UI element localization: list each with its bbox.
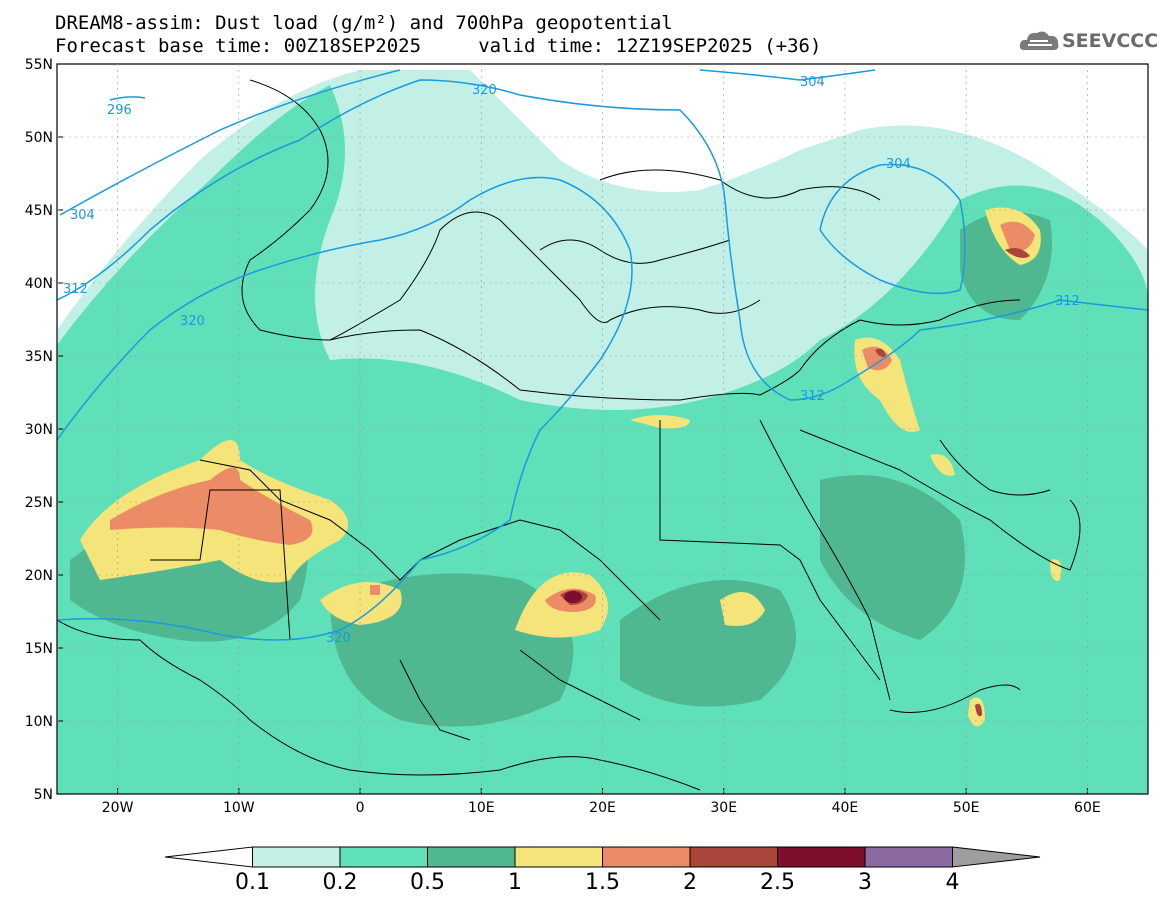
contour-label: 304 xyxy=(800,75,825,90)
lat-label: 35N xyxy=(25,349,53,365)
lon-label: 20E xyxy=(589,800,616,816)
cloud-icon xyxy=(1019,31,1059,50)
logo-text: SEEVCCC xyxy=(1062,30,1159,52)
colorbar-segment xyxy=(952,846,1041,868)
lon-label: 0 xyxy=(356,800,365,816)
colorbar-tick-label: 1 xyxy=(508,870,522,895)
contour-label: 320 xyxy=(180,314,205,329)
lat-label: 40N xyxy=(25,276,53,292)
colorbar-tick-label: 0.1 xyxy=(235,870,270,895)
lat-label: 10N xyxy=(25,714,53,730)
lat-label: 15N xyxy=(25,641,53,657)
colorbar-segment xyxy=(602,846,691,868)
lat-label: 45N xyxy=(25,203,53,219)
colorbar-tick-label: 2.5 xyxy=(760,870,795,895)
contour-label: 312 xyxy=(1055,294,1080,309)
contour-label: 296 xyxy=(107,103,132,118)
colorbar-segment xyxy=(689,846,778,868)
colorbar-segment xyxy=(164,846,253,868)
coastlines xyxy=(57,79,1081,791)
map-subtitle: Forecast base time: 00Z18SEP2025 valid t… xyxy=(55,35,822,57)
colorbar-tick-label: 0.2 xyxy=(323,870,358,895)
colorbar-segment xyxy=(514,846,603,868)
contour-labels: 296 304 312 320 320 304 312 304 312 320 xyxy=(63,75,1080,646)
colorbar-segment xyxy=(427,846,516,868)
lon-label: 20W xyxy=(102,800,134,816)
seevccc-logo: SEEVCCC xyxy=(1018,26,1158,56)
lon-label: 30E xyxy=(710,800,737,816)
longitude-labels: 20W 10W 0 10E 20E 30E 40E 50E 60E xyxy=(102,788,1101,816)
lat-label: 5N xyxy=(34,787,53,803)
contour-label: 320 xyxy=(326,631,351,646)
lat-label: 25N xyxy=(25,495,53,511)
contour-label: 320 xyxy=(472,83,497,98)
lat-label: 30N xyxy=(25,422,53,438)
lon-label: 10E xyxy=(468,800,495,816)
gridlines xyxy=(57,64,1148,794)
lon-label: 10W xyxy=(223,800,255,816)
lat-label: 55N xyxy=(25,57,53,73)
colorbar-tick-label: 0.5 xyxy=(410,870,445,895)
colorbar-tick-label: 4 xyxy=(946,870,960,895)
lat-label: 50N xyxy=(25,130,53,146)
colorbar-segment xyxy=(252,846,341,868)
colorbar-tick-label: 2 xyxy=(683,870,697,895)
colorbar-segment xyxy=(777,846,866,868)
lat-label: 20N xyxy=(25,568,53,584)
colorbar: 0.1 0.2 0.5 1 1.5 2 2.5 3 4 xyxy=(164,846,1041,895)
contour-label: 312 xyxy=(800,389,825,404)
colorbar-tick-label: 3 xyxy=(858,870,872,895)
lon-label: 60E xyxy=(1074,800,1101,816)
colorbar-segment xyxy=(864,846,953,868)
lon-label: 40E xyxy=(832,800,859,816)
contour-label: 312 xyxy=(63,282,88,297)
colorbar-tick-label: 1.5 xyxy=(585,870,620,895)
colorbar-segment xyxy=(339,846,428,868)
geopotential-contours xyxy=(57,69,1148,641)
lon-label: 50E xyxy=(953,800,980,816)
map-title: DREAM8-assim: Dust load (g/m²) and 700hP… xyxy=(55,12,673,34)
contour-label: 304 xyxy=(70,208,95,223)
contour-label: 304 xyxy=(886,157,911,172)
